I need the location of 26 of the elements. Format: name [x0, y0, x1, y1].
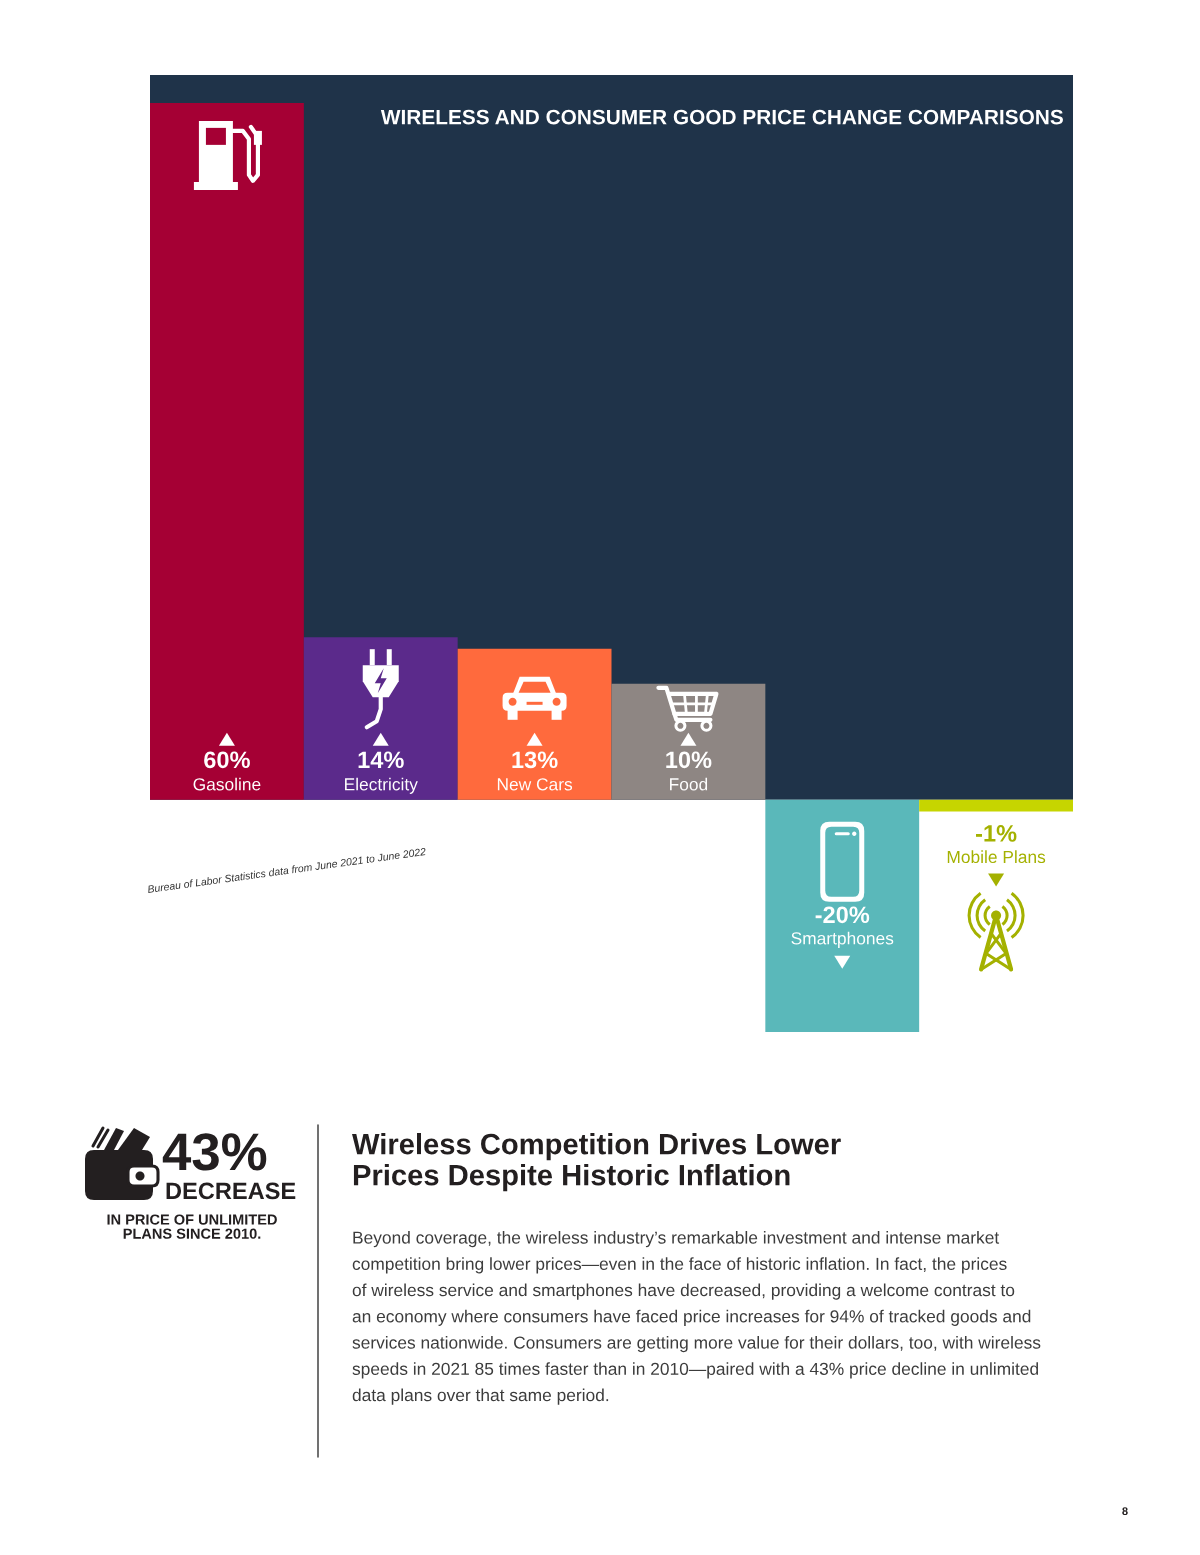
text: IN PRICE OF UNLIMITED PLANS SINCE 2010. [107, 1214, 277, 1239]
bar [765, 799, 920, 1033]
chart-title: WIRELESS AND CONSUMER GOOD PRICE CHANGE COMPARISONS [380, 109, 1063, 125]
data-label: -20% [815, 906, 870, 924]
bar [611, 683, 766, 800]
x-tick-label: Electricity [345, 777, 418, 794]
x-tick-label: Smartphones [791, 931, 894, 948]
bar [303, 637, 458, 800]
bar [919, 799, 1073, 812]
bar [457, 648, 612, 800]
data-label: 13% [512, 751, 558, 769]
text: DECREASE [166, 1182, 296, 1200]
data-label: -1% [976, 825, 1017, 842]
data-label: 14% [358, 751, 404, 769]
annotation: Bureau of Labor Statistics data from June 2021 to June 2022 [147, 847, 427, 894]
x-tick-label: New Cars [497, 778, 573, 791]
text: Wireless Competition Drives Lower Prices Despite Historic Inflation [352, 1133, 841, 1192]
x-tick-label: Mobile Plans [947, 850, 1046, 864]
data-label: 10% [666, 751, 712, 769]
text: Beyond coverage, the wireless industry’s remarkable investment and intense market competition bring lower prices—even in the face of historic inflation. In fact, the prices of wireless service and smartphones have decreased, providing a welcome contrast to an economy where consumers have faced price increases for 94% of tracked goods and services nationwide. Consumers are getting more value for their dollars, too, with wireless speeds in 2021 85 times faster than in 2010—paired with a 43% price decline in unlimited data plans over that same period. [352, 1231, 1041, 1405]
data-label: 60% [204, 751, 250, 769]
text: 43% [162, 1133, 267, 1171]
x-tick-label: Food [670, 777, 708, 791]
text: 8 [1122, 1507, 1128, 1516]
x-tick-label: Gasoline [193, 777, 261, 791]
bar [150, 102, 304, 800]
